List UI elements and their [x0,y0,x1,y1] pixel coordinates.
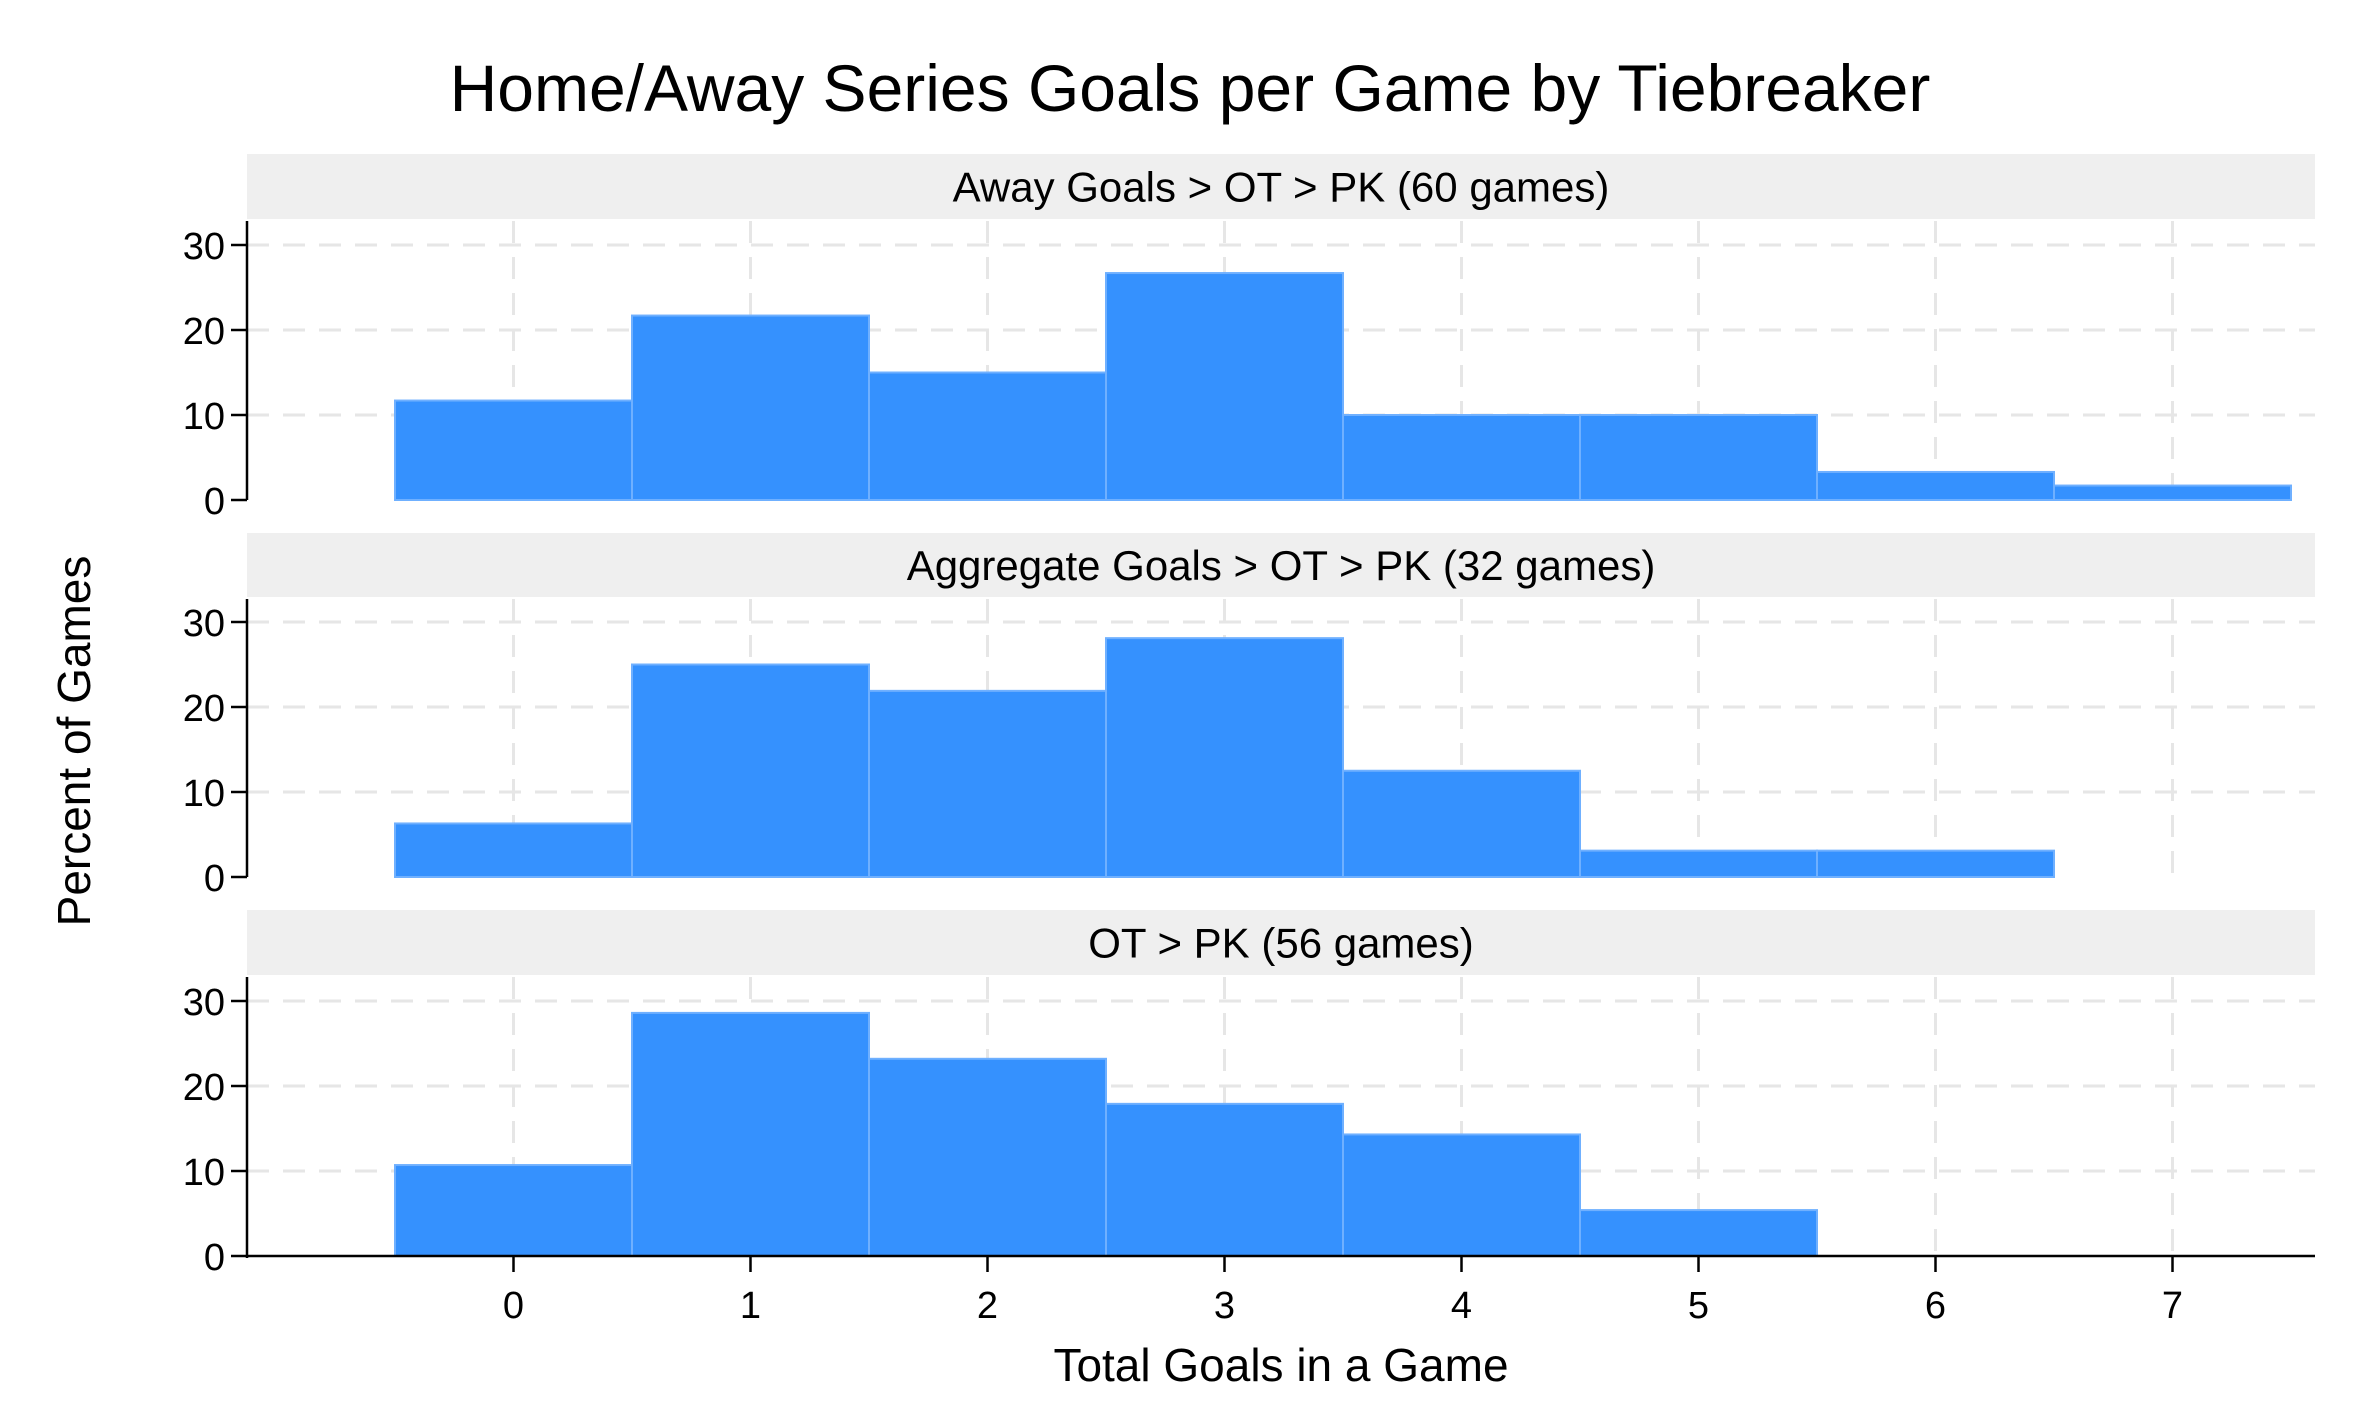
histogram-bar [1579,414,1818,501]
y-axis-label: Percent of Games [48,555,100,927]
x-tick-label: 7 [2162,1285,2183,1327]
x-tick-label: 5 [1688,1285,1709,1327]
panel-header [247,910,2315,975]
histogram-bar [1579,1209,1818,1257]
histogram-bar [1105,637,1344,879]
x-tick-label: 2 [977,1285,998,1327]
histogram-bar [1816,849,2055,879]
y-tick-label: 20 [183,1067,225,1109]
panel-header [247,533,2315,597]
histogram-bar [1579,849,1818,879]
histogram-bar [1342,769,1581,878]
panel-title: OT > PK (56 games) [1088,920,1474,967]
histogram-bar [868,1057,1107,1258]
y-tick-label: 30 [183,226,225,268]
y-tick-label: 20 [183,688,225,730]
histogram-bar [631,663,870,878]
x-tick-label: 4 [1451,1285,1472,1327]
x-axis-label: Total Goals in a Game [1053,1339,1509,1391]
y-tick-label: 0 [204,858,225,900]
histogram-bar [1816,470,2055,502]
y-tick-label: 0 [204,481,225,523]
histogram-bar [1342,1133,1581,1257]
chart-title: Home/Away Series Goals per Game by Tiebr… [449,51,1931,125]
y-tick-label: 10 [183,1152,225,1194]
histogram-bar [394,399,633,501]
x-tick-label: 3 [1214,1285,1235,1327]
x-tick-label: 0 [503,1285,524,1327]
y-tick-label: 10 [183,773,225,815]
y-tick-label: 30 [183,603,225,645]
y-tick-label: 30 [183,982,225,1024]
panel-header [247,154,2315,219]
histogram-bar [2053,484,2292,501]
histogram-bar [1105,1102,1344,1257]
histogram-bar [1342,414,1581,501]
y-tick-label: 0 [204,1237,225,1279]
histogram-bar [868,689,1107,878]
histogram-bar [1105,272,1344,501]
y-tick-label: 20 [183,311,225,353]
panel-title: Away Goals > OT > PK (60 games) [953,164,1610,211]
x-tick-label: 1 [740,1285,761,1327]
y-tick-label: 10 [183,396,225,438]
histogram-bar [631,314,870,501]
x-tick-label: 6 [1925,1285,1946,1327]
histogram-bar [394,1164,633,1258]
histogram-bar [631,1011,870,1258]
panel-title: Aggregate Goals > OT > PK (32 games) [907,542,1656,589]
histogram-bar [868,371,1107,501]
histogram-bar [394,822,633,879]
